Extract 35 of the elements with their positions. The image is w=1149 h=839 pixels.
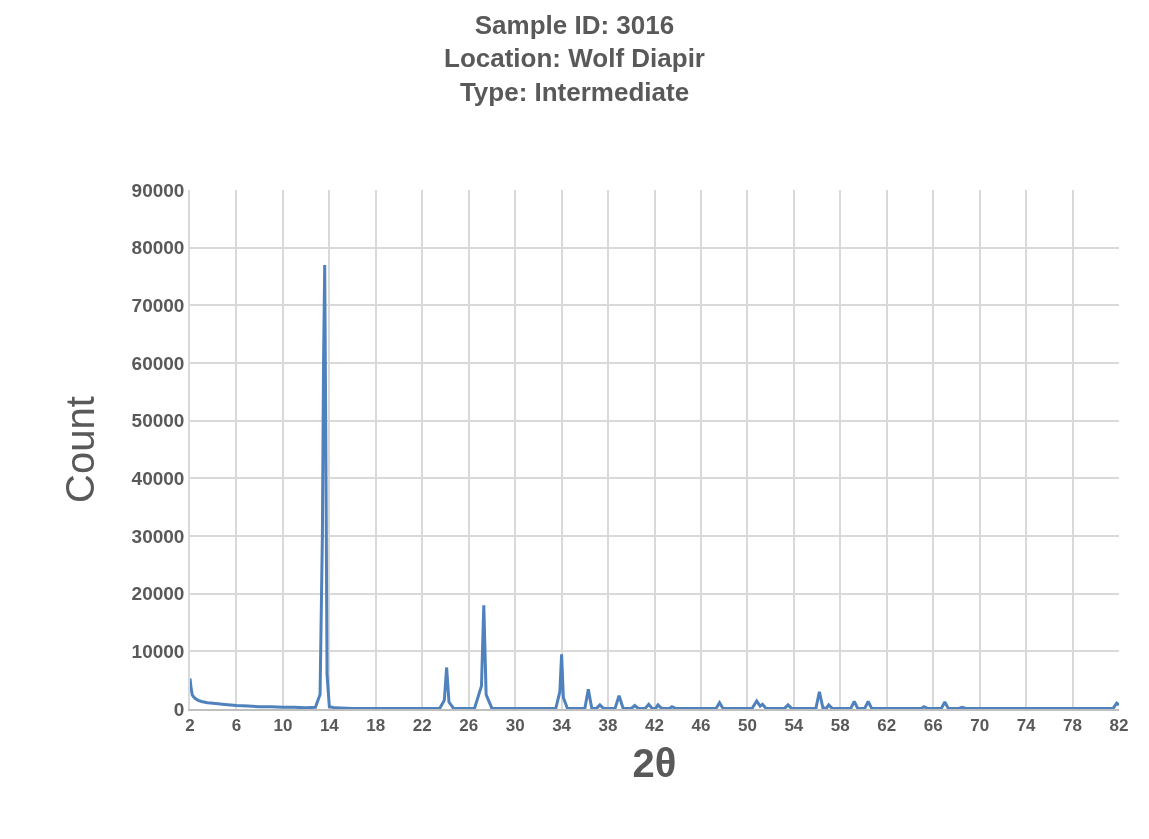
y-axis-title: Count: [57, 396, 102, 503]
x-tick-label: 78: [1063, 716, 1083, 736]
y-tick-label: 20000: [131, 583, 185, 605]
x-tick-label: 30: [505, 716, 525, 736]
x-tick-label: 6: [231, 716, 242, 736]
y-tick-label: 60000: [131, 352, 185, 374]
y-tick-label: 30000: [131, 525, 185, 547]
x-tick-label: 34: [552, 716, 572, 736]
x-axis-title: 2θ: [632, 741, 677, 786]
x-tick-label: 46: [691, 716, 711, 736]
x-tick-label: 82: [1109, 716, 1129, 736]
x-tick-label: 38: [598, 716, 618, 736]
x-tick-label: 58: [830, 716, 850, 736]
x-tick-label: 18: [366, 716, 386, 736]
x-tick-label: 74: [1016, 716, 1037, 736]
x-tick-label: 26: [459, 716, 479, 736]
x-tick-label: 62: [877, 716, 897, 736]
x-tick-label: 14: [319, 716, 340, 736]
line-series: [190, 263, 1119, 709]
y-tick-label: 70000: [131, 294, 185, 316]
y-tick-label: 0: [173, 698, 185, 720]
y-tick-label: 50000: [131, 410, 185, 432]
x-tick-label: 10: [273, 716, 293, 736]
y-tick-label: 40000: [131, 467, 185, 489]
y-tick-label: 90000: [131, 179, 185, 201]
x-tick-label: 70: [970, 716, 990, 736]
x-tick-label: 50: [737, 716, 757, 736]
y-tick-label: 80000: [131, 237, 185, 259]
x-tick-label: 2: [185, 716, 195, 736]
x-tick-label: 22: [412, 716, 432, 736]
x-tick-label: 42: [645, 716, 664, 736]
x-tick-label: 66: [923, 716, 943, 736]
chart-title: Sample ID: 3016 Location: Wolf Diapir Type: Intermediate: [444, 9, 705, 108]
x-tick-label: 54: [784, 716, 804, 736]
y-tick-label: 10000: [131, 640, 185, 662]
